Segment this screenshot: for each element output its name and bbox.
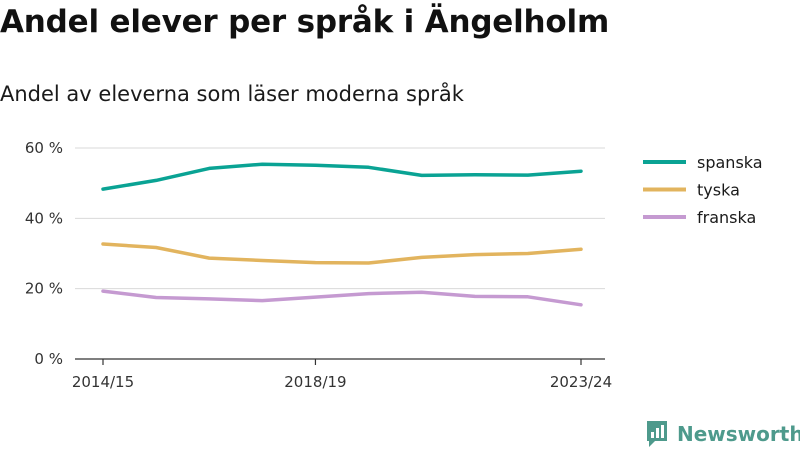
chart-subtitle: Andel av eleverna som läser moderna språ…: [0, 82, 464, 106]
newsworthy-brand: Newsworthy: [645, 419, 800, 449]
series-line-spanska: [101, 162, 583, 191]
chart-title: Andel elever per språk i Ängelholm: [0, 4, 610, 40]
newsworthy-logo-icon: [647, 421, 667, 447]
x-tick-label: 2014/15: [72, 373, 134, 391]
x-tick-label: 2018/19: [284, 373, 346, 391]
y-tick-label: 0 %: [34, 350, 63, 368]
brand-name: Newsworthy: [677, 422, 800, 446]
series-line-tyska: [101, 242, 583, 265]
legend-label-franska: franska: [697, 208, 756, 227]
x-tick-label: 2023/24: [550, 373, 612, 391]
series-line-franska: [101, 289, 583, 307]
y-tick-label: 20 %: [25, 280, 63, 298]
y-tick-label: 40 %: [25, 209, 63, 227]
y-tick-label: 60 %: [25, 139, 63, 157]
legend-label-spanska: spanska: [697, 153, 763, 172]
legend-label-tyska: tyska: [697, 181, 740, 200]
